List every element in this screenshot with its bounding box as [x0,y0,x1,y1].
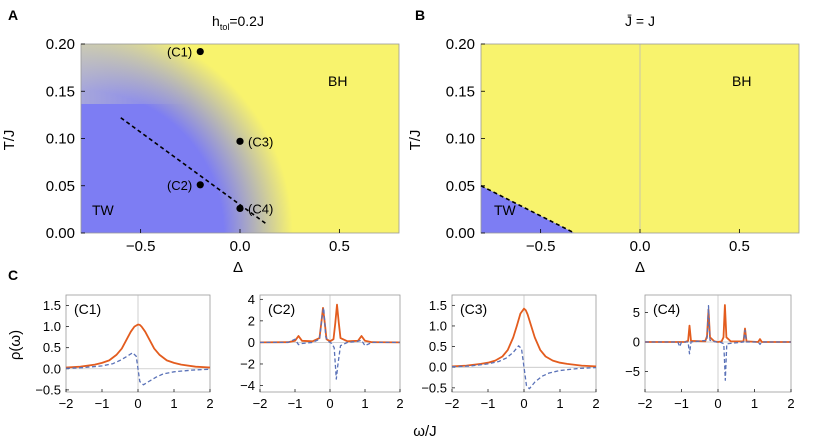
panel-a-point-label-1: (C1) [167,45,192,60]
panel-a-ytick-label: 0.10 [46,131,75,148]
panel-b-ytick-label: 0.20 [446,36,475,53]
panel-b-title: J̄ = J [625,13,655,29]
panel-c4-xtick-label: −1 [674,396,689,411]
panel-c3-ytick-label: 0.5 [429,339,447,354]
panel-a-ytick-label: 0.15 [46,83,75,100]
panel-c2-ytick-label: −4 [240,378,255,393]
panel-b-ytick-label: 0.05 [446,178,475,195]
panel-c2-series-solid [259,303,401,344]
panel-c2-series-dashed [260,307,400,380]
panel-a-point-2 [196,181,204,189]
panel-b-xtick-label: −0.5 [526,238,556,255]
panel-c2-xtick-label: −2 [253,396,268,411]
panel-a-title: htol=0.2J [212,13,264,32]
panel-b-xtick-label: 0.5 [729,238,750,255]
panel-a-region-tw: TW [92,202,115,218]
panel-b-region-bh: BH [732,73,751,89]
panel-c2-ytick-label: 2 [248,313,255,328]
panel-c3-ytick-label: 1.5 [429,298,447,313]
panel-letter-b: B [415,7,425,23]
panel-b-xtick-label: 0.0 [630,238,651,255]
panel-a-heatmap-haze [81,44,191,104]
panel-b-axes: −0.5 0.0 0.5 0.00 0.05 0.10 0.15 0.20 [446,36,750,255]
panel-c4-xtick-label: 1 [751,396,758,411]
panel-c3: −2 −1 0 1 2 −0.5 0.0 0.5 1.0 1.5 (C3) [421,294,600,411]
panel-a-ytick-label: 0.05 [46,178,75,195]
panel-c4: −2 −1 0 1 2 −5 0 5 (C4) [625,294,795,411]
panel-c2-xtick-label: 0 [326,396,333,411]
panel-c3-ytick-label: 0.0 [429,360,447,375]
panel-c1-ytick-label: −0.5 [35,382,61,397]
panel-c-ylabel: ρ(ω) [7,330,24,360]
panel-b-region-tw: TW [494,202,517,218]
panel-c1-label: (C1) [74,301,101,317]
panel-c-xlabel: ω/J [413,423,436,440]
panel-c3-label: (C3) [460,301,487,317]
panel-a-xtick-label: 0.0 [230,238,251,255]
panel-a-region-bh: BH [328,73,347,89]
panel-b-ytick-label: 0.00 [446,225,475,242]
panel-c4-series-dashed [645,304,791,381]
panel-c3-xtick-label: 1 [556,396,563,411]
panel-a-points: (C1) (C2) (C3) (C4) [167,45,273,217]
panel-c4-series-solid [645,304,791,343]
panel-b-ylabel: T/J [407,130,424,151]
panel-c2-label: (C2) [268,301,295,317]
panel-a-point-label-3: (C3) [248,134,273,149]
panel-c1-ytick-label: 1.0 [43,319,61,334]
panel-a-point-1 [196,47,204,56]
panel-c2-ytick-label: 4 [248,292,255,307]
panel-c4-label: (C4) [653,301,680,317]
panel-c1-xtick-label: −2 [59,396,74,411]
panel-c1-xtick-label: 2 [206,396,213,411]
panel-c3-ytick-label: 1.0 [429,318,447,333]
panel-a-point-label-4: (C4) [248,201,273,216]
panel-a-xtick-label: −0.5 [126,238,156,255]
panel-c4-ytick-label: 5 [633,305,640,320]
panel-c4-xtick-label: −2 [638,396,653,411]
panel-c3-xtick-label: 0 [520,396,527,411]
panel-a-axes: −0.5 0.0 0.5 0.00 0.05 0.10 0.15 0.20 [46,36,350,255]
panel-c1-ytick-label: 0.5 [43,340,61,355]
panel-c1-xtick-label: 1 [170,396,177,411]
panel-c2-xtick-label: 2 [396,396,403,411]
panel-b-xlabel: Δ [635,259,645,276]
panel-a-ylabel: T/J [1,130,18,151]
panel-c1-ytick-label: 0.0 [43,361,61,376]
panel-c3-ytick-label: −0.5 [421,380,447,395]
panel-c1-ytick-label: 1.5 [43,298,61,313]
panel-letter-a: A [8,7,18,23]
panel-c2-xtick-label: −1 [288,396,303,411]
panel-c4-ytick-label: −5 [625,364,640,379]
panel-c1-xtick-label: 0 [134,396,141,411]
panel-c2-xtick-label: 1 [361,396,368,411]
panel-a-xtick-label: 0.5 [329,238,350,255]
panel-a-ytick-label: 0.20 [46,36,75,53]
panel-c1-series-solid [65,323,211,369]
panel-b-boundary [480,185,575,234]
panel-c2: −2 −1 0 1 2 −4 −2 0 2 4 (C2) [240,292,403,411]
panel-c2-ytick-label: −2 [240,356,255,371]
panel-c1-xtick-label: −1 [95,396,110,411]
panel-letter-c: C [8,267,18,283]
panel-a-ytick-label: 0.00 [46,225,75,242]
panel-c3-xtick-label: −1 [481,396,496,411]
panel-c2-ytick-label: 0 [248,335,255,350]
panel-b-ytick-label: 0.15 [446,83,475,100]
panel-a-point-4 [236,204,244,213]
panel-c3-xtick-label: −2 [445,396,460,411]
panel-c3-xtick-label: 2 [592,396,599,411]
panel-c4-ytick-label: 0 [633,335,640,350]
panel-b-ytick-label: 0.10 [446,131,475,148]
panel-c1: −2 −1 0 1 2 −0.5 0.0 0.5 1.0 1.5 (C1) [35,294,214,411]
panel-a-point-label-2: (C2) [167,178,192,193]
panel-c3-series-solid [451,307,597,368]
panel-c1-series-dashed [65,352,211,386]
panel-c4-xtick-label: 0 [714,396,721,411]
panel-a-point-3 [236,137,244,145]
panel-c4-xtick-label: 2 [787,396,794,411]
panel-a-xlabel: Δ [233,259,243,276]
